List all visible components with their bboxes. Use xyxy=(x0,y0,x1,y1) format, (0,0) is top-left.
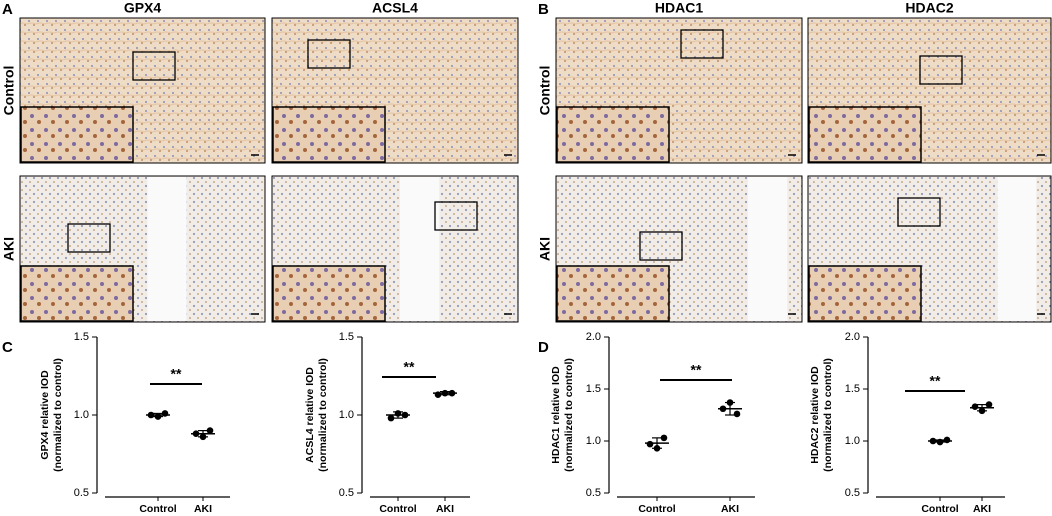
data-point xyxy=(206,427,214,434)
y-axis-label: HDAC1 relative IOD xyxy=(550,366,562,464)
panel-label: D xyxy=(538,339,549,356)
roi-box xyxy=(639,231,683,261)
y-tick-label: 0.5 xyxy=(845,487,860,499)
roi-box xyxy=(132,51,176,81)
y-tick-label: 1.5 xyxy=(339,331,354,343)
roi-box xyxy=(919,55,963,85)
row-label: AKI xyxy=(1,237,17,261)
x-tick-label: AKI xyxy=(194,503,212,515)
significance: ** xyxy=(171,366,182,382)
x-tick-label: AKI xyxy=(436,503,454,515)
inset xyxy=(556,265,670,322)
significance: ** xyxy=(930,373,941,389)
inset xyxy=(808,106,922,163)
y-axis-label: GPX4 relative IOD xyxy=(39,370,51,460)
data-point xyxy=(192,430,200,438)
panel-label: B xyxy=(538,1,549,18)
y-tick-label: 0.5 xyxy=(586,487,601,499)
data-point xyxy=(154,413,162,420)
inset xyxy=(272,265,386,322)
y-axis-label: (normalized to control) xyxy=(822,358,834,472)
y-tick-label: 1.5 xyxy=(845,383,860,395)
x-tick-label: AKI xyxy=(973,503,991,515)
x-tick-label: AKI xyxy=(721,503,739,515)
x-tick-label: Control xyxy=(379,503,416,515)
significance: ** xyxy=(404,359,415,375)
roi-box xyxy=(680,29,724,59)
y-tick-label: 1.5 xyxy=(586,383,601,395)
data-point xyxy=(401,411,409,419)
data-point xyxy=(161,410,169,417)
data-point xyxy=(434,391,442,399)
data-point xyxy=(971,403,979,410)
y-tick-label: 1.0 xyxy=(339,409,354,421)
data-point xyxy=(978,407,986,415)
data-point xyxy=(147,411,155,419)
blank-area xyxy=(147,177,187,321)
data-point xyxy=(387,414,395,422)
roi-box xyxy=(897,197,941,227)
x-tick-label: Control xyxy=(139,503,176,515)
data-point xyxy=(719,405,727,413)
data-point xyxy=(936,438,944,446)
significance: ** xyxy=(691,362,702,378)
data-point xyxy=(733,410,741,418)
y-tick-label: 1.0 xyxy=(845,435,860,447)
y-tick-label: 0.5 xyxy=(339,487,354,499)
data-point xyxy=(646,440,654,448)
data-point xyxy=(448,389,456,397)
panel-label: A xyxy=(2,1,13,18)
y-axis-label: (normalized to control) xyxy=(317,358,329,472)
column-title: ACSL4 xyxy=(372,0,418,16)
column-title: HDAC1 xyxy=(655,0,703,16)
data-point xyxy=(394,410,402,417)
inset xyxy=(20,265,134,322)
inset xyxy=(556,106,670,163)
panel-label: C xyxy=(2,339,13,356)
data-point xyxy=(660,434,668,442)
y-tick-label: 1.5 xyxy=(74,331,89,343)
data-point xyxy=(726,399,734,406)
inset xyxy=(272,106,386,163)
inset xyxy=(808,265,922,322)
x-tick-label: Control xyxy=(921,503,958,515)
y-tick-label: 2.0 xyxy=(586,331,601,343)
column-title: GPX4 xyxy=(124,0,162,16)
y-tick-label: 1.0 xyxy=(586,435,601,447)
data-point xyxy=(199,433,207,441)
y-tick-label: 2.0 xyxy=(845,331,860,343)
blank-area xyxy=(997,177,1037,321)
y-axis-label: ACSL4 relative IOD xyxy=(304,367,316,463)
blank-area xyxy=(399,177,440,321)
blank-area xyxy=(747,177,788,321)
inset xyxy=(20,106,134,163)
data-point xyxy=(943,436,951,444)
row-label: Control xyxy=(1,66,17,116)
x-tick-label: Control xyxy=(638,503,675,515)
roi-box xyxy=(434,201,478,231)
y-tick-label: 1.0 xyxy=(74,409,89,421)
data-point xyxy=(929,437,937,445)
data-point xyxy=(441,389,449,397)
data-point xyxy=(653,444,661,452)
roi-box xyxy=(67,223,111,253)
row-label: Control xyxy=(537,66,553,116)
y-axis-label: (normalized to control) xyxy=(563,358,575,472)
y-axis-label: HDAC2 relative IOD xyxy=(809,366,821,464)
data-point xyxy=(985,401,993,408)
row-label: AKI xyxy=(537,237,553,261)
y-tick-label: 0.5 xyxy=(74,487,89,499)
column-title: HDAC2 xyxy=(905,0,953,16)
roi-box xyxy=(307,39,351,69)
y-axis-label: (normalized to control) xyxy=(52,358,64,472)
